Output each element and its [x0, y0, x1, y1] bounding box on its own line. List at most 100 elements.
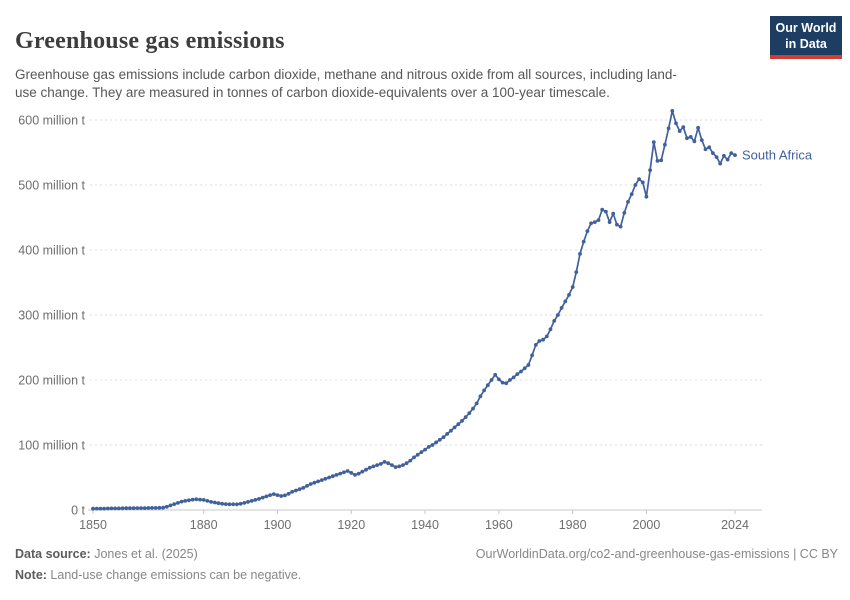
data-point [596, 218, 601, 223]
data-point [286, 491, 291, 496]
data-point [663, 142, 667, 147]
data-point [301, 486, 306, 490]
owid-logo-stripe [770, 55, 842, 59]
data-point [131, 506, 136, 511]
data-point [264, 494, 269, 499]
data-point [308, 482, 313, 486]
y-axis-tick-label: 600 million t [18, 114, 85, 128]
data-point [345, 469, 350, 473]
y-axis-tick-label: 400 million t [18, 244, 85, 258]
note-line: Note: Land-use change emissions can be n… [15, 568, 301, 582]
data-point [371, 464, 376, 469]
series-end-label: South Africa [742, 148, 813, 163]
data-point [522, 366, 527, 371]
data-point [135, 506, 140, 510]
data-point [651, 140, 656, 145]
page-title: Greenhouse gas emissions [15, 28, 285, 55]
data-point [478, 394, 483, 399]
data-point [515, 372, 520, 376]
data-point [703, 147, 708, 152]
data-point [183, 499, 188, 503]
data-point [150, 506, 154, 510]
data-point [648, 168, 652, 173]
data-point [120, 506, 125, 511]
data-point [316, 479, 320, 484]
data-point [401, 463, 405, 467]
data-point [707, 145, 712, 150]
data-point [360, 469, 365, 474]
data-point [212, 500, 217, 505]
owid-logo-line1: Our World [775, 21, 837, 35]
data-point [423, 447, 427, 452]
emissions-line [92, 110, 736, 510]
data-point [116, 506, 121, 511]
data-point-markers [91, 109, 737, 511]
data-point [109, 506, 114, 511]
note-label: Note: [15, 568, 47, 582]
data-point [164, 504, 169, 509]
data-point [526, 363, 531, 367]
data-point [681, 125, 686, 129]
owid-logo[interactable]: Our World in Data [770, 16, 842, 59]
chart-footer: Data source: Jones et al. (2025) Note: L… [15, 547, 301, 589]
data-point [567, 293, 571, 297]
owid-citation-link[interactable]: OurWorldinData.org/co2-and-greenhouse-ga… [475, 547, 838, 561]
data-point [349, 471, 354, 475]
data-point [592, 220, 597, 225]
data-source-line: Data source: Jones et al. (2025) [15, 547, 301, 561]
data-source-value: Jones et al. (2025) [90, 547, 198, 561]
x-axis-tick-label: 1920 [337, 518, 365, 532]
data-point [655, 159, 660, 163]
data-point [696, 125, 700, 130]
data-point [98, 506, 103, 511]
x-axis-tick-label: 1850 [79, 518, 107, 532]
data-point [493, 372, 498, 377]
data-point [246, 500, 250, 504]
x-axis-tick-label: 1940 [411, 518, 439, 532]
data-point [179, 499, 184, 504]
data-point [500, 380, 505, 385]
data-point [541, 337, 545, 342]
data-point [216, 501, 221, 506]
data-point [356, 471, 361, 476]
data-point [227, 502, 232, 507]
data-point [168, 503, 173, 508]
data-point [629, 192, 634, 197]
data-point [113, 506, 117, 511]
data-point [618, 224, 623, 229]
data-point [570, 285, 575, 289]
data-point [342, 470, 346, 475]
data-point [685, 136, 689, 141]
data-point [382, 460, 387, 464]
data-point [375, 463, 379, 467]
data-point [102, 506, 106, 511]
data-point [390, 463, 394, 467]
data-point [711, 151, 715, 156]
y-axis-tick-label: 300 million t [18, 309, 85, 323]
data-point [585, 229, 590, 234]
data-point [338, 471, 343, 476]
data-point [194, 497, 199, 502]
data-point [268, 493, 272, 497]
data-point [607, 220, 612, 225]
data-point [456, 422, 461, 427]
data-point [670, 109, 675, 113]
data-point [556, 313, 560, 317]
data-point [714, 155, 719, 160]
data-point [161, 505, 166, 510]
data-point [530, 353, 534, 358]
data-point [449, 428, 453, 433]
data-point [187, 498, 191, 503]
data-point [692, 139, 697, 144]
data-point [220, 501, 225, 506]
data-point [139, 506, 143, 510]
data-point [426, 445, 431, 449]
data-point [482, 388, 486, 393]
data-point [404, 461, 409, 466]
data-point [563, 299, 568, 304]
data-point [511, 375, 516, 380]
data-point [600, 207, 605, 212]
data-point [198, 497, 202, 502]
